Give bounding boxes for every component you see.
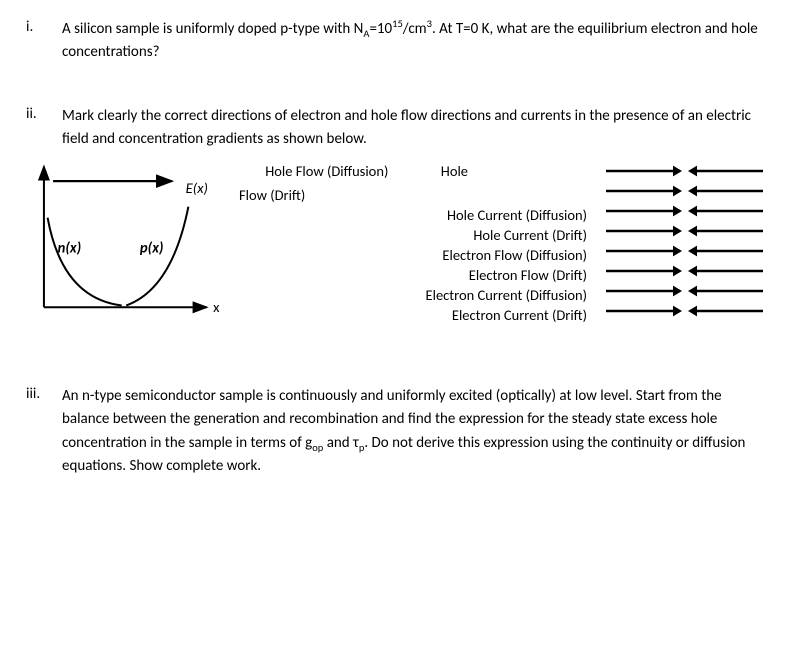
- flow-labels-column: Hole Flow (Diffusion) Hole Flow (Drift) …: [231, 161, 605, 325]
- label-hole-flow-drift: Flow (Drift): [239, 185, 597, 205]
- question-i: i. A silicon sample is uniformly doped p…: [26, 18, 765, 65]
- e-label: E(x): [186, 179, 208, 197]
- arrow-row-6: [605, 281, 765, 301]
- label-electron-current-diffusion: Electron Current (Diffusion): [239, 285, 597, 305]
- page: i. A silicon sample is uniformly doped p…: [0, 0, 797, 504]
- question-iii-number: iii.: [26, 385, 62, 403]
- question-ii-number: ii.: [26, 105, 62, 123]
- question-i-number: i.: [26, 18, 62, 36]
- label-electron-current-drift: Electron Current (Drift): [239, 305, 597, 325]
- label-hole-flow-diffusion: Hole Flow (Diffusion) Hole: [239, 161, 597, 185]
- question-iii: iii. An n-type semiconductor sample is c…: [26, 385, 765, 478]
- question-iii-text: An n-type semiconductor sample is contin…: [62, 385, 765, 478]
- arrow-row-1: [605, 181, 765, 201]
- arrow-row-2: [605, 201, 765, 221]
- arrows-column: [605, 161, 765, 321]
- question-i-text: A silicon sample is uniformly doped p-ty…: [62, 18, 765, 65]
- arrow-row-4: [605, 241, 765, 261]
- arrow-row-7: [605, 301, 765, 321]
- label-electron-flow-diffusion: Electron Flow (Diffusion): [239, 245, 597, 265]
- n-label: n(x): [58, 238, 82, 256]
- question-ii: ii. Mark clearly the correct directions …: [26, 105, 765, 152]
- label-electron-flow-drift: Electron Flow (Drift): [239, 265, 597, 285]
- p-label: p(x): [140, 238, 164, 256]
- label-hole-current-diffusion: Hole Current (Diffusion): [239, 205, 597, 225]
- arrow-row-3: [605, 221, 765, 241]
- arrow-row-0: [605, 161, 765, 181]
- arrow-row-5: [605, 261, 765, 281]
- x-label: x: [213, 298, 220, 316]
- question-ii-text: Mark clearly the correct directions of e…: [62, 105, 765, 152]
- question-ii-figure: E(x) n(x) p(x) x Hole Flow (Diffusion) H…: [26, 161, 765, 325]
- label-hole-current-drift: Hole Current (Drift): [239, 225, 597, 245]
- concentration-diagram: E(x) n(x) p(x) x: [26, 161, 231, 321]
